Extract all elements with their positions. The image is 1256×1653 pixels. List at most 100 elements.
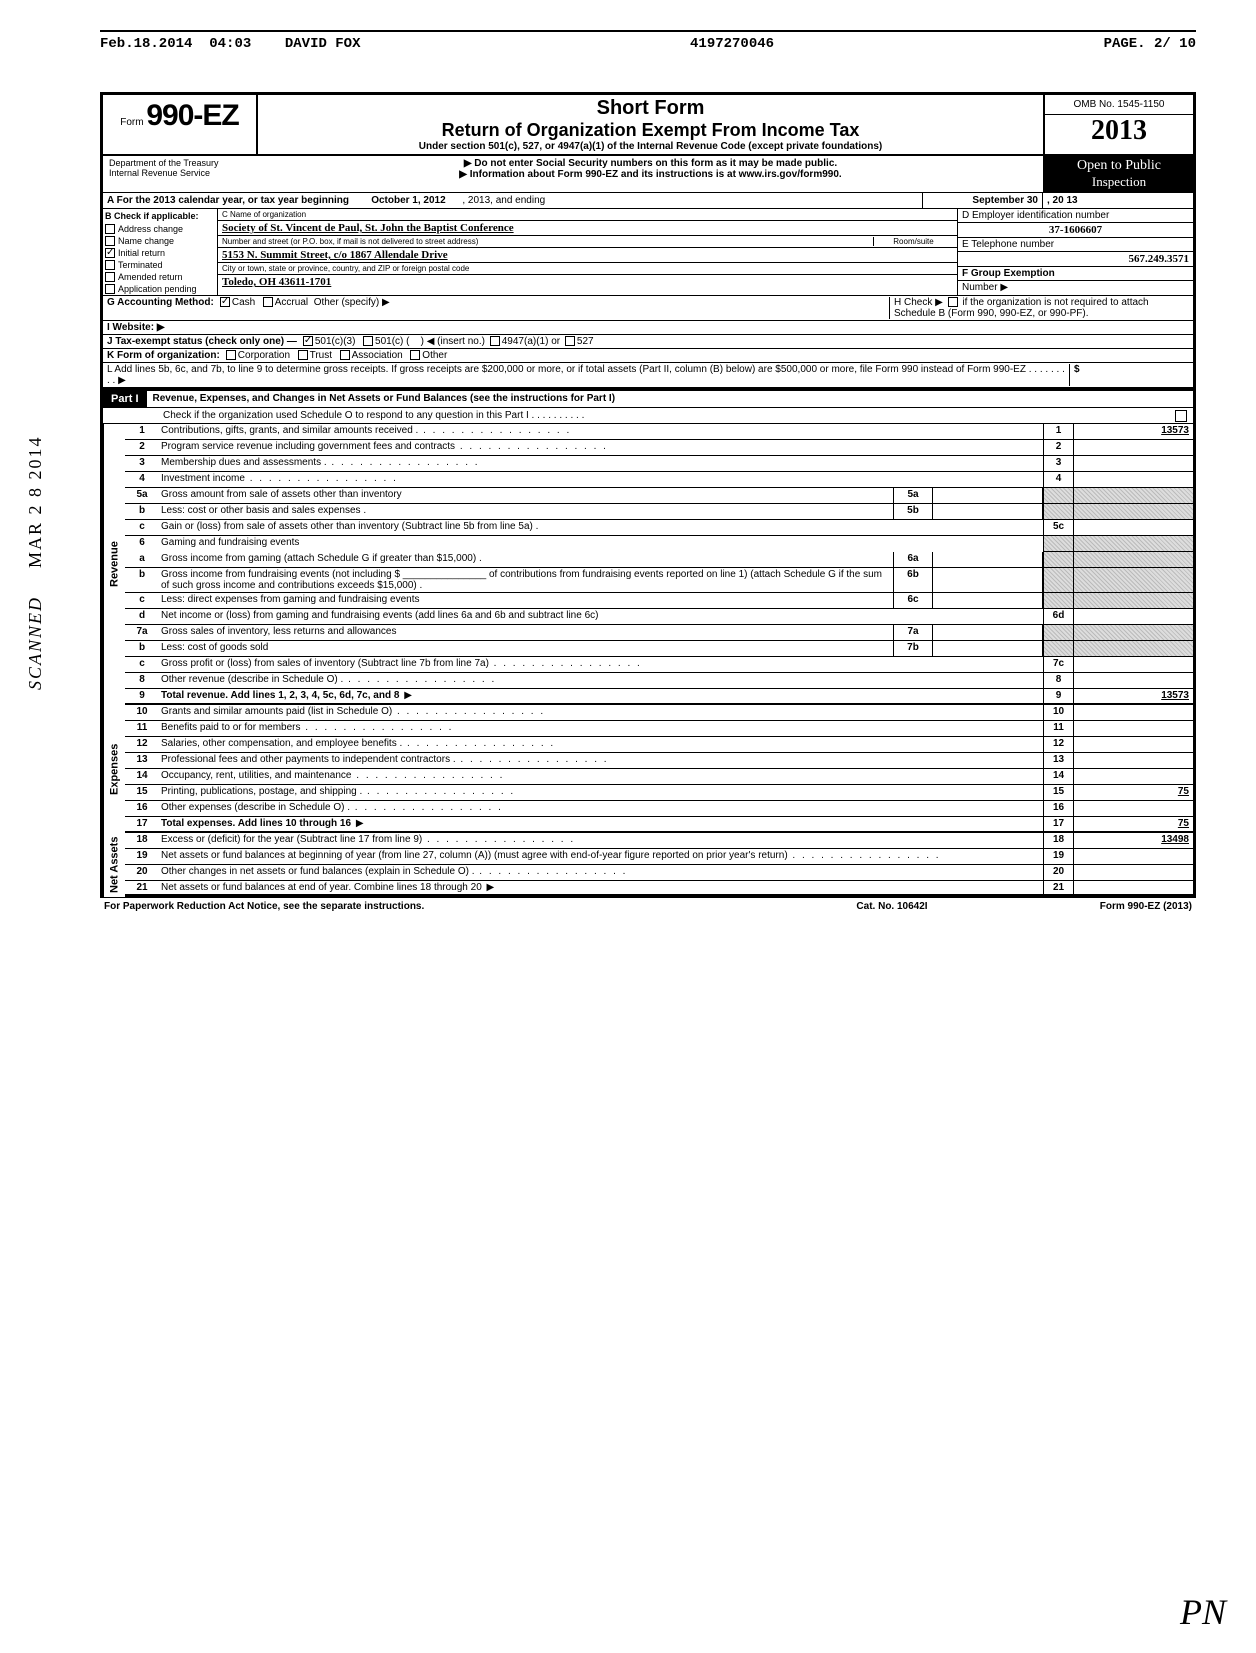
a-end: September 30 xyxy=(972,195,1038,206)
line-7b: bLess: cost of goods sold7b xyxy=(125,641,1193,657)
checkbox-cash-icon[interactable] xyxy=(220,297,230,307)
checkbox-h-icon[interactable] xyxy=(948,297,958,307)
line-13: 13Professional fees and other payments t… xyxy=(125,753,1193,769)
line-i: I Website: ▶ xyxy=(103,321,1193,335)
line-17: 17Total expenses. Add lines 10 through 1… xyxy=(125,817,1193,833)
checkbox-trust-icon[interactable] xyxy=(298,350,308,360)
line-j: J Tax-exempt status (check only one) — 5… xyxy=(103,335,1193,349)
b-item-address[interactable]: Address change xyxy=(103,223,217,235)
side-stamp: SCANNED MAR 2 8 2014 xyxy=(25,435,46,690)
checkbox-icon[interactable] xyxy=(105,224,115,234)
line-11: 11Benefits paid to or for members11 xyxy=(125,721,1193,737)
expenses-section: Expenses 10Grants and similar amounts pa… xyxy=(103,705,1193,833)
line-6d: dNet income or (loss) from gaming and fu… xyxy=(125,609,1193,625)
line-12: 12Salaries, other compensation, and empl… xyxy=(125,737,1193,753)
part1-title: Revenue, Expenses, and Changes in Net As… xyxy=(147,391,1193,407)
b-header: B Check if applicable: xyxy=(103,209,217,223)
line-6b: bGross income from fundraising events (n… xyxy=(125,568,1193,593)
fax-header: Feb.18.2014 04:03 DAVID FOX 4197270046 P… xyxy=(100,30,1196,52)
revenue-section: Revenue 1Contributions, gifts, grants, a… xyxy=(103,424,1193,705)
dept-treasury: Department of the Treasury xyxy=(109,158,264,168)
h-box: H Check ▶ if the organization is not req… xyxy=(889,297,1189,319)
b-item-name[interactable]: Name change xyxy=(103,235,217,247)
line-g: G Accounting Method: Cash Accrual Other … xyxy=(103,296,1193,321)
org-address: 5153 N. Summit Street, c/o 1867 Allendal… xyxy=(222,249,448,261)
line-21: 21Net assets or fund balances at end of … xyxy=(125,881,1193,897)
checkbox-icon[interactable] xyxy=(105,236,115,246)
j-4947: 4947(a)(1) or xyxy=(502,336,560,347)
j-527: 527 xyxy=(577,336,594,347)
stamp-date: MAR 2 8 2014 xyxy=(25,435,45,568)
line-1: 1Contributions, gifts, grants, and simil… xyxy=(125,424,1193,440)
room-label: Room/suite xyxy=(873,237,953,246)
fax-page: PAGE. 2/ 10 xyxy=(1104,36,1196,52)
checkbox-checked-icon[interactable] xyxy=(105,248,115,258)
b-item-terminated[interactable]: Terminated xyxy=(103,259,217,271)
checkbox-501c3-icon[interactable] xyxy=(303,336,313,346)
open-public-1: Open to Public xyxy=(1047,158,1191,174)
part1-sub: Check if the organization used Schedule … xyxy=(103,408,1193,424)
checkbox-527-icon[interactable] xyxy=(565,336,575,346)
org-name: Society of St. Vincent de Paul, St. John… xyxy=(222,222,514,234)
line-10: 10Grants and similar amounts paid (list … xyxy=(125,705,1193,721)
checkbox-501c-icon[interactable] xyxy=(363,336,373,346)
line-6: 6Gaming and fundraising events xyxy=(125,536,1193,552)
i-label: I Website: ▶ xyxy=(107,322,165,333)
form-word: Form xyxy=(120,117,143,128)
line-2: 2Program service revenue including gover… xyxy=(125,440,1193,456)
form-number-box: Form 990-EZ xyxy=(103,95,258,154)
checkbox-4947-icon[interactable] xyxy=(490,336,500,346)
a-begin: October 1, 2012 xyxy=(371,195,445,206)
checkbox-schedule-o-icon[interactable] xyxy=(1175,410,1187,422)
checkbox-icon[interactable] xyxy=(105,284,115,294)
bcdef-block: B Check if applicable: Address change Na… xyxy=(103,209,1193,296)
part1-label: Part I xyxy=(103,391,147,407)
form-footer: For Paperwork Reduction Act Notice, see … xyxy=(100,897,1196,915)
title-right: OMB No. 1545-1150 2013 xyxy=(1043,95,1193,154)
checkbox-assoc-icon[interactable] xyxy=(340,350,350,360)
c-label: C Name of organization xyxy=(222,210,306,219)
g-accrual: Accrual xyxy=(275,297,308,319)
checkbox-icon[interactable] xyxy=(105,260,115,270)
line-4: 4Investment income4 xyxy=(125,472,1193,488)
g-label: G Accounting Method: xyxy=(107,297,214,319)
e-label: E Telephone number xyxy=(962,239,1054,250)
f-label: F Group Exemption xyxy=(962,268,1055,279)
checkbox-other-icon[interactable] xyxy=(410,350,420,360)
line-15: 15Printing, publications, postage, and s… xyxy=(125,785,1193,801)
fax-date: Feb.18.2014 xyxy=(100,36,192,52)
l-dollar: $ xyxy=(1074,364,1080,375)
net-assets-section: Net Assets 18Excess or (deficit) for the… xyxy=(103,833,1193,897)
short-form-title: Short Form xyxy=(264,97,1037,120)
form-number: 990-EZ xyxy=(146,99,238,132)
d-label: D Employer identification number xyxy=(962,210,1109,221)
checkbox-corp-icon[interactable] xyxy=(226,350,236,360)
org-city: Toledo, OH 43611-1701 xyxy=(222,276,331,288)
line-14: 14Occupancy, rent, utilities, and mainte… xyxy=(125,769,1193,785)
checkbox-accrual-icon[interactable] xyxy=(263,297,273,307)
paperwork-notice: For Paperwork Reduction Act Notice, see … xyxy=(104,901,792,912)
info-url: ▶ Information about Form 990-EZ and its … xyxy=(264,169,1037,180)
line-6a: aGross income from gaming (attach Schedu… xyxy=(125,552,1193,568)
main-title: Return of Organization Exempt From Incom… xyxy=(264,120,1037,141)
line-16: 16Other expenses (describe in Schedule O… xyxy=(125,801,1193,817)
public-row: Department of the Treasury Internal Reve… xyxy=(103,156,1193,193)
j-label: J Tax-exempt status (check only one) — xyxy=(107,336,297,347)
line-5c: cGain or (loss) from sale of assets othe… xyxy=(125,520,1193,536)
handwritten-initials: PN xyxy=(1180,1591,1226,1633)
b-item-initial[interactable]: Initial return xyxy=(103,247,217,259)
line-8: 8Other revenue (describe in Schedule O) … xyxy=(125,673,1193,689)
irs-label: Internal Revenue Service xyxy=(109,168,264,178)
b-item-amended[interactable]: Amended return xyxy=(103,271,217,283)
line-9: 9Total revenue. Add lines 1, 2, 3, 4, 5c… xyxy=(125,689,1193,705)
subtitle: Under section 501(c), 527, or 4947(a)(1)… xyxy=(264,141,1037,152)
line-l: L Add lines 5b, 6c, and 7b, to line 9 to… xyxy=(103,363,1193,389)
a-year: , 20 13 xyxy=(1047,195,1078,206)
b-item-pending[interactable]: Application pending xyxy=(103,283,217,295)
line-7c: cGross profit or (loss) from sales of in… xyxy=(125,657,1193,673)
line-7a: 7aGross sales of inventory, less returns… xyxy=(125,625,1193,641)
form-ref: Form 990-EZ (2013) xyxy=(992,901,1192,912)
checkbox-icon[interactable] xyxy=(105,272,115,282)
line-3: 3Membership dues and assessments .3 xyxy=(125,456,1193,472)
g-other: Other (specify) ▶ xyxy=(314,297,390,319)
